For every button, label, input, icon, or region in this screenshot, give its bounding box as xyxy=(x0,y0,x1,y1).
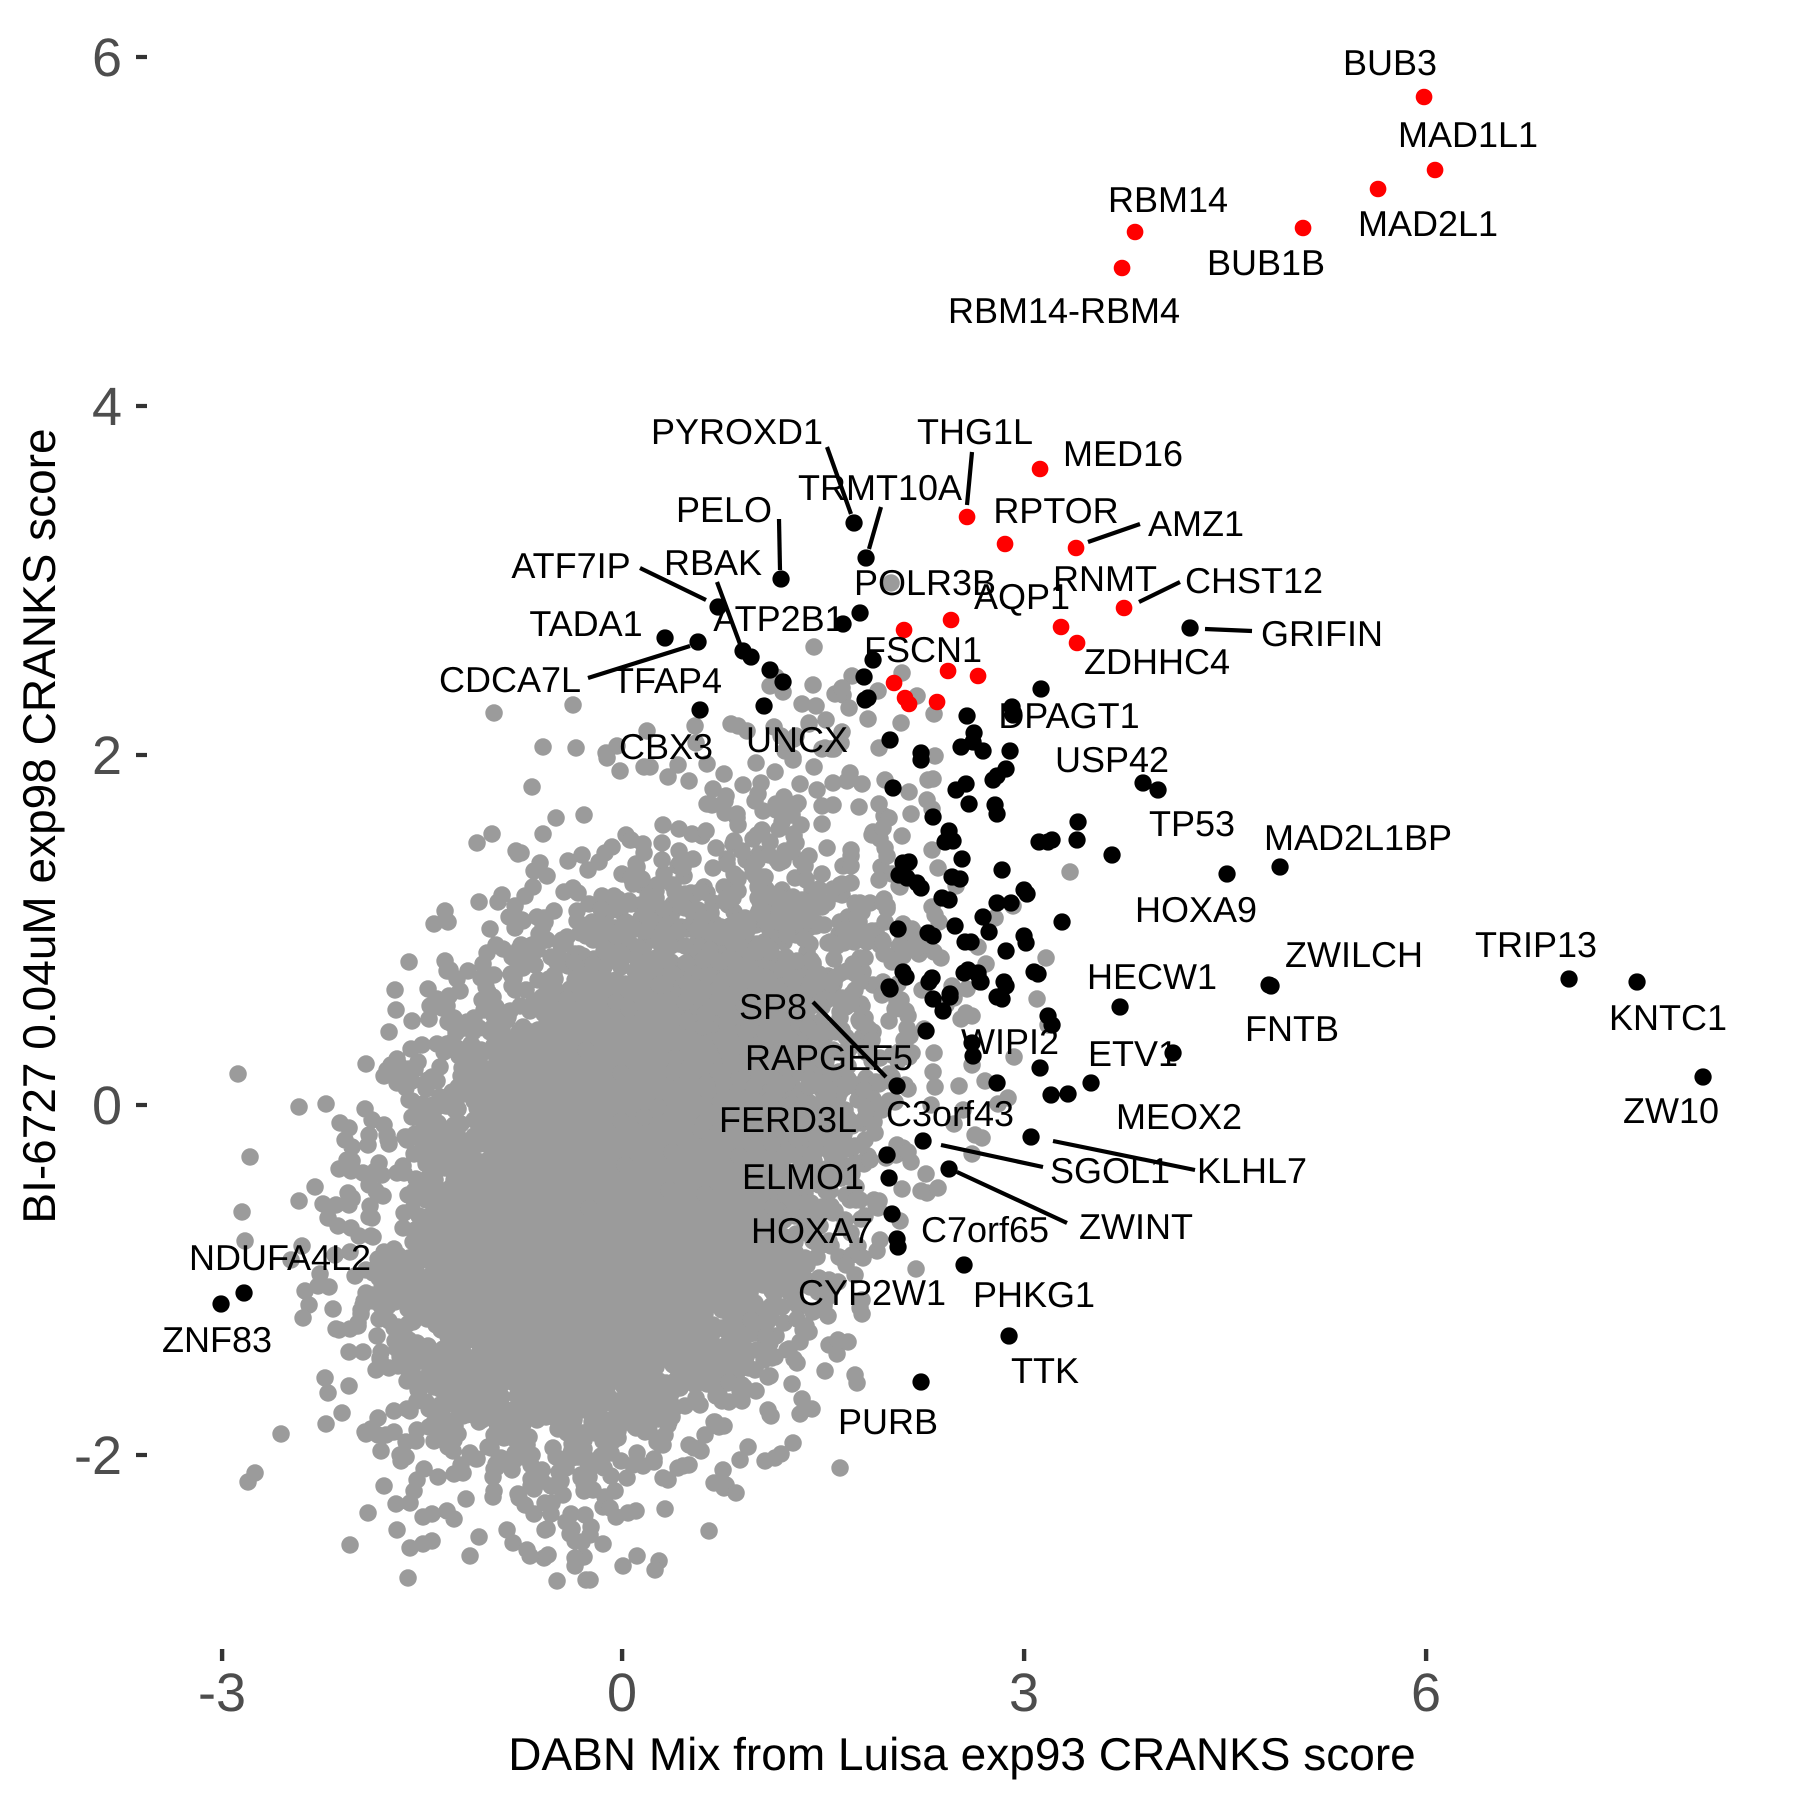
svg-text:CYP2W1: CYP2W1 xyxy=(798,1272,946,1313)
svg-text:POLR3B: POLR3B xyxy=(854,562,996,603)
svg-text:0: 0 xyxy=(607,1663,637,1723)
svg-text:PYROXD1: PYROXD1 xyxy=(651,411,823,452)
svg-text:MAD1L1: MAD1L1 xyxy=(1398,114,1538,155)
svg-text:ZW10: ZW10 xyxy=(1623,1090,1719,1131)
svg-text:-2: -2 xyxy=(74,1426,122,1486)
svg-text:HOXA9: HOXA9 xyxy=(1135,889,1257,930)
svg-text:ETV1: ETV1 xyxy=(1088,1033,1178,1074)
svg-text:DPAGT1: DPAGT1 xyxy=(998,695,1139,736)
svg-text:CHST12: CHST12 xyxy=(1185,560,1323,601)
svg-text:MAD2L1: MAD2L1 xyxy=(1358,203,1498,244)
svg-text:3: 3 xyxy=(1009,1663,1039,1723)
svg-text:THG1L: THG1L xyxy=(917,411,1033,452)
svg-text:TRMT10A: TRMT10A xyxy=(798,467,962,508)
svg-text:SP8: SP8 xyxy=(739,986,807,1027)
svg-text:C7orf65: C7orf65 xyxy=(921,1209,1049,1250)
svg-text:TTK: TTK xyxy=(1011,1350,1079,1391)
svg-text:NDUFA4L2: NDUFA4L2 xyxy=(189,1237,371,1278)
svg-text:MAD2L1BP: MAD2L1BP xyxy=(1264,817,1452,858)
svg-text:AMZ1: AMZ1 xyxy=(1148,503,1244,544)
svg-text:SGOL1: SGOL1 xyxy=(1050,1150,1170,1191)
svg-text:ATF7IP: ATF7IP xyxy=(511,545,630,586)
svg-text:ZDHHC4: ZDHHC4 xyxy=(1084,641,1230,682)
svg-text:KLHL7: KLHL7 xyxy=(1197,1150,1307,1191)
svg-text:FNTB: FNTB xyxy=(1245,1008,1339,1049)
svg-text:RAPGEF5: RAPGEF5 xyxy=(745,1037,913,1078)
svg-text:WIPI2: WIPI2 xyxy=(961,1021,1059,1062)
svg-text:ELMO1: ELMO1 xyxy=(742,1156,864,1197)
svg-text:RPTOR: RPTOR xyxy=(993,490,1118,531)
svg-text:USP42: USP42 xyxy=(1055,739,1169,780)
svg-text:PHKG1: PHKG1 xyxy=(973,1274,1095,1315)
svg-text:6: 6 xyxy=(92,28,122,88)
svg-text:2: 2 xyxy=(92,726,122,786)
svg-text:HECW1: HECW1 xyxy=(1087,956,1217,997)
svg-text:BI-6727 0.04uM exp98 CRANKS sc: BI-6727 0.04uM exp98 CRANKS score xyxy=(13,428,65,1223)
svg-text:FSCN1: FSCN1 xyxy=(864,629,982,670)
svg-text:UNCX: UNCX xyxy=(746,719,848,760)
svg-text:FERD3L: FERD3L xyxy=(719,1099,857,1140)
svg-text:TFAP4: TFAP4 xyxy=(612,660,722,701)
svg-text:TRIP13: TRIP13 xyxy=(1475,924,1597,965)
svg-text:ZWINT: ZWINT xyxy=(1079,1206,1193,1247)
svg-text:TP53: TP53 xyxy=(1149,803,1235,844)
svg-text:C3orf43: C3orf43 xyxy=(886,1093,1014,1134)
svg-text:ATP2B1: ATP2B1 xyxy=(713,598,844,639)
svg-text:RBAK: RBAK xyxy=(664,542,762,583)
svg-text:4: 4 xyxy=(92,377,122,437)
svg-text:DABN Mix from Luisa exp93 CRAN: DABN Mix from Luisa exp93 CRANKS score xyxy=(508,1728,1416,1780)
svg-text:HOXA7: HOXA7 xyxy=(751,1210,873,1251)
svg-text:CDCA7L: CDCA7L xyxy=(439,659,581,700)
svg-text:BUB3: BUB3 xyxy=(1343,42,1437,83)
svg-text:PURB: PURB xyxy=(838,1401,938,1442)
svg-text:RBM14-RBM4: RBM14-RBM4 xyxy=(948,290,1180,331)
svg-text:RNMT: RNMT xyxy=(1053,558,1157,599)
svg-text:MEOX2: MEOX2 xyxy=(1116,1096,1242,1137)
svg-text:GRIFIN: GRIFIN xyxy=(1261,613,1383,654)
svg-text:0: 0 xyxy=(92,1076,122,1136)
svg-text:BUB1B: BUB1B xyxy=(1207,242,1325,283)
svg-text:RBM14: RBM14 xyxy=(1108,179,1228,220)
svg-text:ZWILCH: ZWILCH xyxy=(1285,934,1423,975)
svg-text:AQP1: AQP1 xyxy=(974,576,1070,617)
svg-text:6: 6 xyxy=(1411,1663,1441,1723)
svg-text:ZNF83: ZNF83 xyxy=(162,1319,272,1360)
svg-text:CBX3: CBX3 xyxy=(619,726,713,767)
svg-text:TADA1: TADA1 xyxy=(529,603,642,644)
svg-text:KNTC1: KNTC1 xyxy=(1609,997,1727,1038)
svg-text:PELO: PELO xyxy=(676,489,772,530)
svg-text:MED16: MED16 xyxy=(1063,433,1183,474)
svg-text:-3: -3 xyxy=(198,1663,246,1723)
